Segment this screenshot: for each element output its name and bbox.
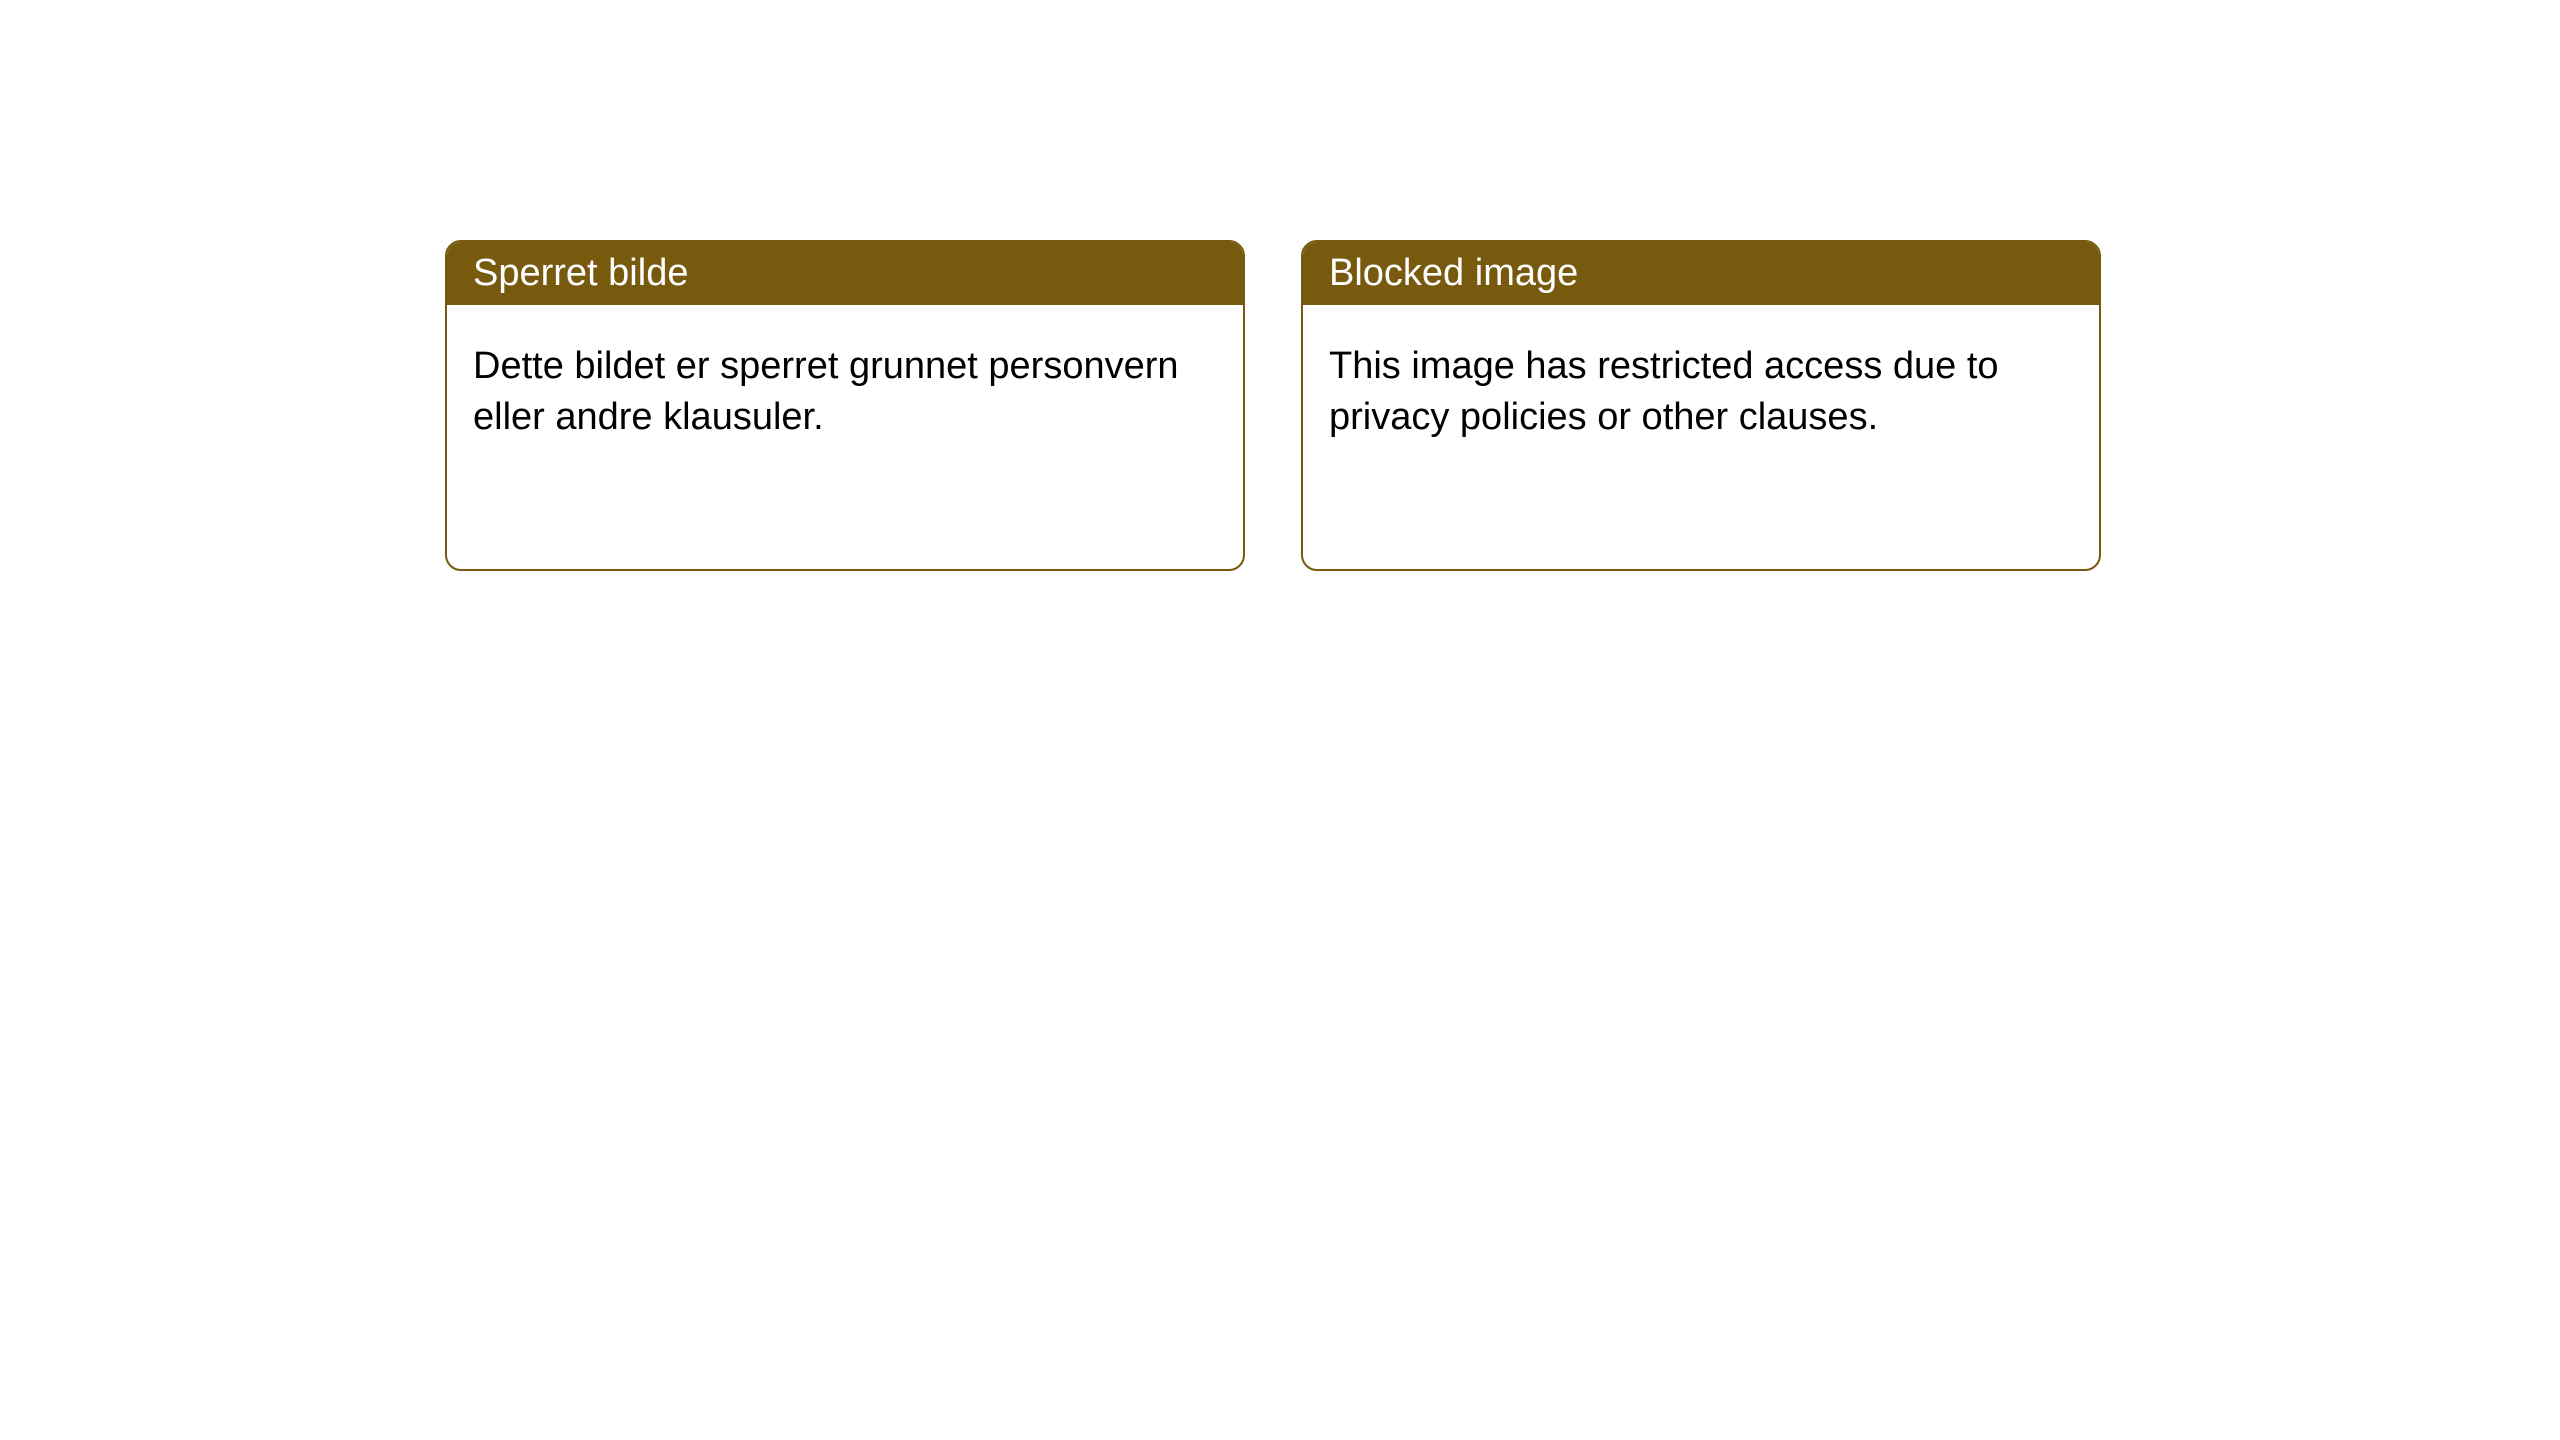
notice-title: Sperret bilde: [447, 242, 1243, 305]
notice-title: Blocked image: [1303, 242, 2099, 305]
notice-container: Sperret bilde Dette bildet er sperret gr…: [445, 240, 2101, 571]
notice-card-norwegian: Sperret bilde Dette bildet er sperret gr…: [445, 240, 1245, 571]
notice-card-english: Blocked image This image has restricted …: [1301, 240, 2101, 571]
notice-message: This image has restricted access due to …: [1303, 305, 2099, 569]
notice-message: Dette bildet er sperret grunnet personve…: [447, 305, 1243, 569]
